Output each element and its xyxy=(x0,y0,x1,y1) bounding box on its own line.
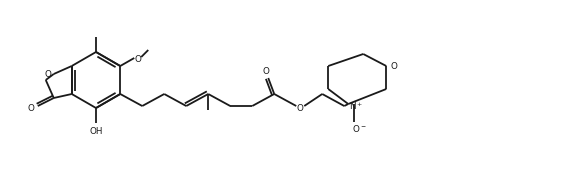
Text: O: O xyxy=(297,104,303,112)
Text: N$^+$: N$^+$ xyxy=(349,100,363,112)
Text: O: O xyxy=(391,62,398,71)
Text: O: O xyxy=(135,55,142,63)
Text: O: O xyxy=(27,104,34,112)
Text: O: O xyxy=(263,67,270,76)
Text: O$^-$: O$^-$ xyxy=(352,123,367,135)
Text: OH: OH xyxy=(89,126,103,136)
Text: O: O xyxy=(45,69,51,78)
